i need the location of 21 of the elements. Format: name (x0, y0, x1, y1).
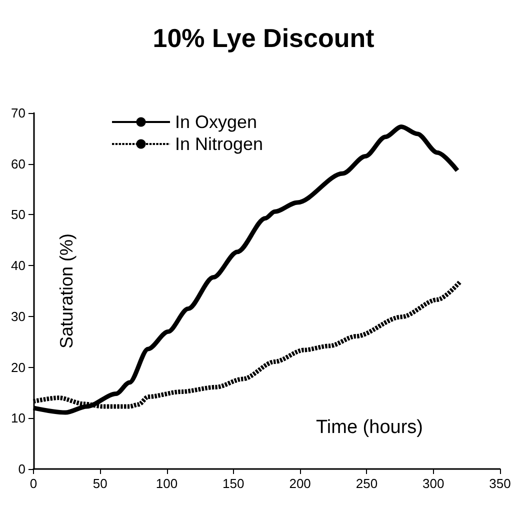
y-tick-label: 0 (18, 462, 26, 476)
x-axis-title: Time (hours) (316, 417, 423, 438)
x-tick-label: 250 (356, 476, 378, 491)
chart-title: 10% Lye Discount (152, 23, 375, 53)
y-tick-label: 70 (10, 106, 26, 120)
x-tick-label: 150 (222, 476, 244, 491)
x-tick-label: 200 (289, 476, 311, 491)
x-tick-label: 100 (156, 476, 178, 491)
y-tick-label: 30 (10, 308, 26, 324)
x-tick-label: 0 (30, 476, 38, 491)
y-tick-label: 60 (10, 156, 26, 172)
x-tick-label: 350 (489, 476, 511, 491)
y-tick-label: 10 (10, 410, 26, 426)
y-tick-label: 50 (10, 207, 26, 222)
y-tick-label: 20 (10, 360, 26, 375)
x-tick-label: 300 (422, 476, 444, 491)
x-tick-label: 50 (92, 476, 108, 491)
y-axis-title: Saturation (%) (56, 233, 76, 349)
y-tick-label: 40 (10, 258, 26, 274)
legend-label: In Nitrogen (175, 134, 264, 154)
legend-label: In Oxygen (175, 112, 258, 132)
